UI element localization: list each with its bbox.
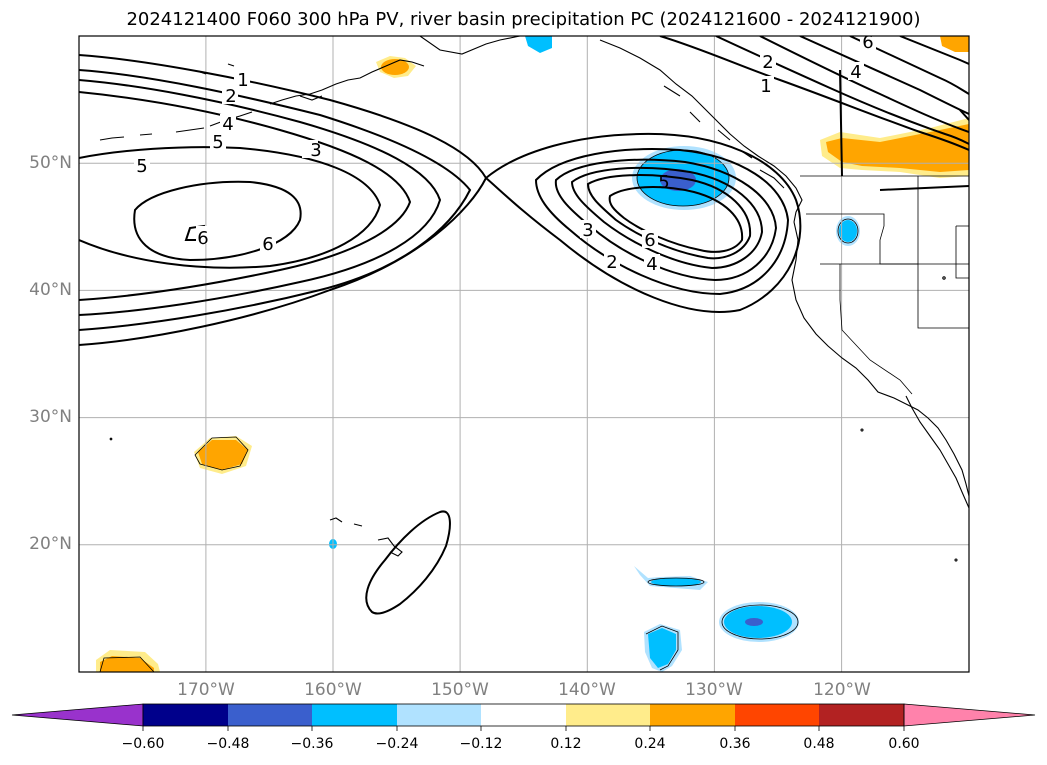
contour-label: 1 [760,76,771,97]
colorbar-segment [481,704,566,726]
political-borders [800,175,969,395]
contour-label: 4 [850,62,861,83]
contour-label: 3 [582,220,593,241]
precip-neg-top [525,36,552,53]
colorbar-tick-label: −0.24 [375,736,419,752]
lon-label: 120°W [813,680,871,700]
precip-neg-strong [660,169,696,191]
lon-label: 150°W [431,680,489,700]
colorbar-segment [735,704,819,726]
pv-contour-ne-4 [799,36,969,115]
colorbar-tick-label: −0.60 [121,736,165,752]
contour-label: 5 [212,132,223,153]
contour-label: 6 [197,228,208,249]
pv-contour-right-5 [586,174,752,260]
lon-label: 130°W [685,680,743,700]
coastlines [99,36,969,562]
contour-label: 3 [310,140,321,161]
pv-contour-right-1 [485,132,802,313]
colorbar-tick-label: 0.48 [803,736,835,752]
lat-label: 30°N [29,407,72,427]
pv-contour-left-5 [79,146,382,269]
colorbar-segment [312,704,397,726]
colorbar-extend-low [11,703,144,727]
pv-contour-right-2 [534,148,790,296]
lon-label: 140°W [558,680,616,700]
contour-label: 2 [606,252,617,273]
colorbar-segment [228,704,312,726]
lat-label: 40°N [29,280,72,300]
precip-pos-topright [940,36,969,52]
pv-contour-left-4 [79,91,412,301]
colorbar-tick-label: −0.12 [459,736,503,752]
colorbar-tick-label: 0.36 [719,736,751,752]
colorbar-segment [143,704,228,726]
pv-contour-right-4 [570,166,764,270]
contour-label: 5 [136,156,147,177]
contour-label: 2 [225,86,236,107]
colorbar-tick-label: 0.12 [550,736,582,752]
colorbar-tick-label: −0.48 [206,736,250,752]
lon-label: 160°W [304,680,362,700]
contour-label: 5 [658,172,669,193]
colorbar-tick-label: 0.24 [634,736,666,752]
pv-contour-left-6 [133,180,302,262]
colorbar-segment [650,704,735,726]
contour-label: 4 [646,254,657,275]
pv-contour-right-6 [608,186,744,253]
pv-contour-left-3 [79,79,442,316]
contour-labels: 1 2 3 4 5 6 6 5 2 3 4 6 1 2 [134,32,876,275]
plot-frame [78,35,970,673]
colorbar-tick-label: −0.36 [290,736,334,752]
pv-contour-ne-6 [899,36,969,65]
colorbar-extend-high [903,703,1036,727]
colorbar-segment [566,704,650,726]
contour-label: 6 [644,230,655,251]
contour-label: 6 [862,32,873,53]
colorbar [11,703,1036,731]
pv-contour-ne-3 [759,36,969,133]
contour-label: 4 [222,114,233,135]
pv-contour-ne-7 [839,69,969,177]
colorbar-tick-label: 0.60 [888,736,920,752]
contour-label: 2 [762,52,773,73]
pv-contour-ne-1 [659,36,969,151]
graticule [79,36,969,672]
colorbar-segment [819,704,904,726]
lon-label: 170°W [177,680,235,700]
colorbar-segment [397,704,481,726]
lat-label: 50°N [29,153,72,173]
contour-label: 1 [237,70,248,91]
lat-label: 20°N [29,534,72,554]
contour-label: 6 [262,234,273,255]
pv-contour-hawaii [365,510,451,615]
precip-fills [96,36,969,672]
map-title: 2024121400 F060 300 hPa PV, river basin … [126,9,921,30]
